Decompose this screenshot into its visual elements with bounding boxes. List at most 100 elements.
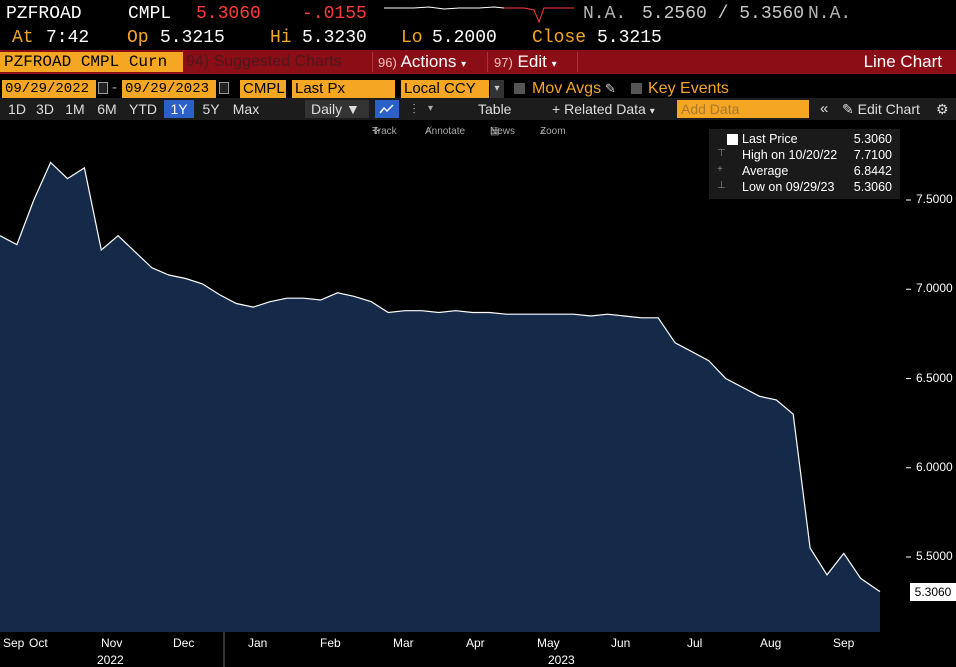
high-label: Hi bbox=[270, 28, 292, 48]
calendar-icon[interactable] bbox=[98, 82, 108, 94]
chevron-down-icon: ▼ bbox=[346, 101, 360, 117]
x-tick-label: Sep bbox=[833, 636, 855, 650]
pencil-icon: ✎ bbox=[842, 101, 854, 117]
edit-num: 97) bbox=[494, 55, 513, 70]
line-tool-icon: ⟋ bbox=[425, 126, 432, 137]
range-ytd[interactable]: YTD bbox=[129, 101, 157, 117]
last-value-tag: 5.3060 bbox=[910, 582, 956, 601]
legend-avg-label: Average bbox=[742, 164, 789, 178]
intraday-sparkline bbox=[384, 6, 574, 24]
x-tick-label: Jun bbox=[611, 636, 631, 650]
legend-high-row: ⊤ High on 10/20/22 7.7100 bbox=[709, 148, 900, 164]
legend-last-value: 5.3060 bbox=[853, 132, 892, 146]
start-date-field[interactable]: 09/29/2022 bbox=[2, 80, 96, 98]
y-tick-label: 7.0000 bbox=[916, 281, 953, 296]
bid-ask: 5.2560 / 5.3560 bbox=[642, 4, 805, 24]
collapse-icon[interactable]: « bbox=[820, 100, 829, 117]
quote-type: CMPL bbox=[128, 4, 172, 24]
range-6m[interactable]: 6M bbox=[97, 101, 117, 117]
x-tick-label: Jul bbox=[687, 636, 703, 650]
security-field[interactable]: PZFROAD CMPL Curn bbox=[0, 52, 183, 72]
chevron-down-icon: ▾ bbox=[551, 59, 557, 70]
suggested-charts-label: Suggested Charts bbox=[213, 53, 342, 70]
x-year-label: 2023 bbox=[548, 653, 575, 667]
pencil-icon[interactable]: ✎ bbox=[605, 81, 616, 96]
suggested-charts-num: 94) bbox=[186, 53, 210, 70]
range-5y[interactable]: 5Y bbox=[202, 101, 220, 117]
range-1y[interactable]: 1Y bbox=[164, 100, 194, 118]
price-chart[interactable] bbox=[0, 130, 956, 667]
table-button[interactable]: Table bbox=[478, 101, 512, 117]
related-data-label: Related Data bbox=[564, 101, 646, 117]
x-tick-label: Jan bbox=[248, 636, 268, 650]
chevron-down-icon[interactable]: ▾ bbox=[490, 80, 504, 98]
bar-chart-icon[interactable]: ⫶ bbox=[412, 101, 416, 117]
key-events-label[interactable]: Key Events bbox=[648, 80, 729, 97]
chart-legend: Last Price 5.3060 ⊤ High on 10/20/22 7.7… bbox=[709, 129, 900, 199]
actions-num: 96) bbox=[378, 55, 397, 70]
legend-last-label: Last Price bbox=[742, 132, 798, 146]
price-field[interactable]: Last Px bbox=[292, 80, 395, 98]
x-tick-label: Nov bbox=[101, 636, 123, 650]
legend-avg-row: + Average 6.8442 bbox=[709, 164, 900, 180]
y-tick-label: 7.5000 bbox=[916, 192, 953, 206]
ticker[interactable]: PZFROAD bbox=[6, 4, 82, 24]
x-tick-label: Sep bbox=[3, 636, 25, 650]
x-tick-label: Apr bbox=[466, 636, 485, 650]
edit-button[interactable]: 97) Edit ▾ bbox=[494, 52, 557, 72]
range-1m[interactable]: 1M bbox=[65, 101, 85, 117]
open-label: Op bbox=[127, 28, 149, 48]
chart-view-title: Line Chart bbox=[863, 52, 942, 71]
zoom-label: Zoom bbox=[540, 126, 566, 137]
chevron-down-icon[interactable]: ▾ bbox=[428, 103, 434, 114]
low-label: Lo bbox=[401, 28, 423, 48]
legend-low-row: ⊥ Low on 09/29/23 5.3060 bbox=[709, 180, 900, 196]
track-label: Track bbox=[372, 126, 397, 137]
ohlc-line: At 7:42 Op 5.3215 Hi 5.3230 Lo 5.2000 Cl… bbox=[0, 28, 956, 50]
low-marker-icon: ⊥ bbox=[717, 180, 726, 191]
x-tick-label: Aug bbox=[760, 636, 782, 650]
at-label: At bbox=[12, 28, 34, 48]
legend-high-label: High on 10/20/22 bbox=[742, 148, 838, 162]
divider bbox=[372, 52, 373, 72]
end-date-field[interactable]: 09/29/2023 bbox=[122, 80, 216, 98]
news-label: News bbox=[490, 126, 516, 137]
gear-icon[interactable]: ⚙ bbox=[936, 101, 949, 117]
x-tick-label: Feb bbox=[320, 636, 341, 650]
related-data-button[interactable]: + Related Data ▾ bbox=[552, 100, 655, 118]
edit-chart-button[interactable]: ✎ Edit Chart bbox=[842, 100, 920, 118]
range-1d[interactable]: 1D bbox=[8, 101, 26, 117]
currency-field[interactable]: Local CCY bbox=[401, 80, 489, 98]
frequency-dropdown[interactable]: Daily ▼ bbox=[305, 100, 369, 118]
news-icon: ▤ bbox=[490, 126, 500, 137]
date-dash: - bbox=[112, 79, 117, 96]
x-tick-label: Dec bbox=[173, 636, 195, 650]
legend-low-label: Low on 09/29/23 bbox=[742, 180, 835, 194]
mov-avgs-checkbox[interactable] bbox=[514, 83, 525, 94]
calendar-icon[interactable] bbox=[219, 82, 229, 94]
high-marker-icon: ⊤ bbox=[717, 148, 726, 159]
actions-button[interactable]: 96) Actions ▾ bbox=[378, 52, 466, 72]
chevron-down-icon: ▾ bbox=[649, 106, 655, 117]
y-tick-label: 5.5000 bbox=[916, 549, 953, 563]
mov-avgs-label[interactable]: Mov Avgs bbox=[532, 80, 602, 97]
x-tick-label: Oct bbox=[29, 636, 48, 650]
key-events-checkbox[interactable] bbox=[631, 83, 642, 94]
chart-tools: ✛ Track ⟋ Annotate ▤ News ⌕ Zoom bbox=[0, 120, 956, 138]
range-max[interactable]: Max bbox=[232, 101, 260, 117]
source-field[interactable]: CMPL bbox=[240, 80, 286, 98]
net-change: -.0155 bbox=[302, 4, 367, 24]
range-toolbar: 1D 3D 1M 6M YTD 1Y 5Y Max Daily ▼ ⫶ ▾ Table + R… bbox=[0, 98, 956, 120]
x-year-label: 2022 bbox=[97, 653, 124, 667]
line-chart-icon[interactable] bbox=[375, 100, 399, 118]
legend-low-value: 5.3060 bbox=[853, 180, 892, 194]
range-3d[interactable]: 3D bbox=[36, 101, 54, 117]
average-marker-icon: + bbox=[717, 164, 723, 175]
actions-label: Actions bbox=[400, 52, 457, 71]
divider bbox=[577, 52, 578, 72]
crosshair-icon: ✛ bbox=[372, 126, 381, 137]
quote-line: PZFROAD CMPL 5.3060 -.0155 N.A. 5.2560 /… bbox=[0, 0, 956, 28]
suggested-charts-button[interactable]: 94) Suggested Charts bbox=[186, 52, 342, 72]
add-data-input[interactable]: Add Data bbox=[677, 100, 809, 118]
price-line bbox=[0, 161, 881, 593]
